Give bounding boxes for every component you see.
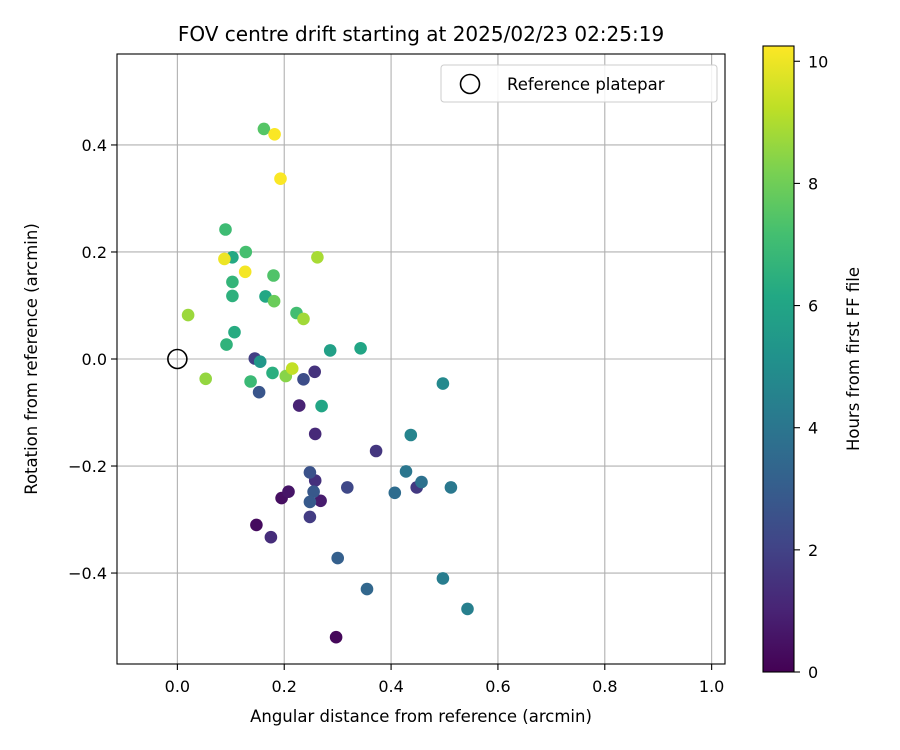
scatter-point: [292, 399, 306, 412]
scatter-point: [341, 481, 354, 494]
scatter-point: [199, 372, 212, 386]
legend-reference-marker: [459, 73, 481, 95]
y-axis-label: Rotation from reference (arcmin): [22, 223, 41, 495]
chart-title: FOV centre drift starting at 2025/02/23 …: [178, 22, 664, 46]
legend: Reference platepar: [440, 64, 718, 103]
colorbar-tick-label: 6: [808, 297, 818, 316]
scatter-points: [181, 122, 474, 644]
reference-platepar-marker: [167, 348, 188, 370]
scatter-point: [239, 245, 253, 259]
scatter-point: [253, 355, 267, 369]
y-tick-label: 0.0: [82, 350, 107, 369]
colorbar-tick-label: 10: [808, 52, 828, 71]
scatter-point: [369, 444, 383, 458]
scatter-point: [219, 223, 232, 236]
scatter-point: [399, 465, 413, 478]
scatter-point: [360, 582, 374, 596]
colorbar: 0 2 4 6 8 10 Hours from first FF file: [762, 45, 863, 682]
scatter-point: [267, 294, 281, 308]
scatter-point: [444, 481, 458, 494]
plot-area: 0.0 0.2 0.4 0.6 0.8 1.0 −0.4 −0.2 0.0 0.2 0.4 Ref…: [68, 53, 726, 696]
y-gridlines: [117, 144, 725, 574]
colorbar-frame: [762, 45, 795, 673]
scatter-point: [274, 172, 287, 185]
scatter-point: [264, 530, 278, 544]
x-tick-label: 0.0: [165, 677, 190, 696]
x-tick-label: 0.6: [485, 677, 510, 696]
scatter-point: [238, 265, 252, 279]
scatter-point: [297, 312, 310, 326]
x-tick-label: 0.8: [592, 677, 617, 696]
scatter-point: [257, 122, 271, 136]
scatter-point: [228, 325, 241, 339]
scatter-point: [388, 486, 402, 500]
scatter-point: [267, 269, 280, 282]
y-tick-label: −0.4: [68, 564, 107, 583]
colorbar-label: Hours from first FF file: [844, 267, 863, 451]
scatter-point: [303, 466, 317, 479]
x-tick-label: 1.0: [699, 677, 724, 696]
scatter-point: [244, 375, 257, 388]
legend-label-reference: Reference platepar: [507, 75, 665, 94]
scatter-point: [282, 485, 295, 499]
y-tick-label: 0.2: [82, 243, 107, 262]
scatter-point: [285, 362, 299, 375]
y-axis-ticks: −0.4 −0.2 0.0 0.2 0.4: [68, 136, 117, 583]
scatter-point: [461, 602, 474, 616]
scatter-point: [404, 428, 418, 442]
scatter-point: [218, 252, 231, 266]
y-tick-label: 0.4: [82, 136, 107, 155]
scatter-point: [250, 518, 263, 532]
scatter-point: [303, 495, 317, 509]
colorbar-gradient: [763, 46, 794, 672]
scatter-point: [307, 485, 320, 499]
scatter-point: [323, 344, 337, 357]
scatter-point: [314, 494, 327, 508]
scatter-point: [415, 475, 428, 489]
colorbar-tick-label: 8: [808, 174, 818, 193]
scatter-point: [436, 572, 450, 585]
scatter-point: [331, 551, 345, 565]
scatter-point: [266, 366, 279, 380]
scatter-point: [226, 275, 239, 289]
colorbar-tick-label: 2: [808, 541, 818, 560]
scatter-point: [220, 338, 233, 351]
colorbar-tick-label: 0: [808, 663, 818, 682]
scatter-point: [329, 630, 343, 644]
scatter-point: [308, 427, 322, 441]
x-tick-label: 0.2: [272, 677, 297, 696]
scatter-point: [297, 373, 310, 386]
legend-box: [440, 64, 718, 103]
y-tick-label: −0.2: [68, 457, 107, 476]
scatter-point: [436, 377, 450, 390]
colorbar-ticks: 0 2 4 6 8 10: [794, 52, 828, 682]
x-axis-label: Angular distance from reference (arcmin): [250, 707, 592, 726]
x-tick-label: 0.4: [378, 677, 403, 696]
scatter-point: [354, 342, 367, 355]
scatter-point: [226, 289, 239, 303]
scatter-point: [311, 250, 324, 264]
x-axis-ticks: 0.0 0.2 0.4 0.6 0.8 1.0: [165, 664, 724, 696]
scatter-point: [268, 128, 281, 141]
scatter-point: [181, 308, 195, 322]
scatter-point: [252, 385, 266, 399]
scatter-point: [308, 365, 322, 379]
colorbar-tick-label: 4: [808, 419, 818, 438]
scatter-point: [303, 510, 317, 524]
scatter-point: [315, 399, 328, 413]
